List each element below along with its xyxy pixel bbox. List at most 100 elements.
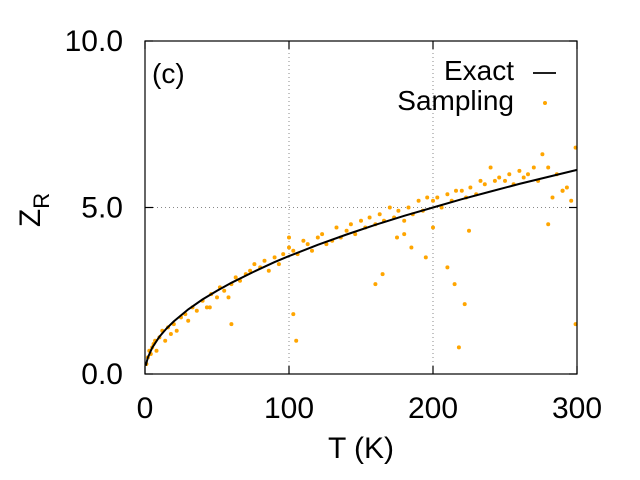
sampling-point bbox=[310, 248, 314, 253]
sampling-point bbox=[396, 208, 401, 213]
sampling-point bbox=[367, 215, 372, 220]
sampling-point bbox=[380, 272, 385, 277]
sampling-point bbox=[222, 288, 227, 293]
sampling-point bbox=[459, 188, 464, 193]
sampling-point bbox=[287, 245, 291, 250]
sampling-point bbox=[163, 338, 168, 343]
sampling-point bbox=[467, 228, 471, 233]
sampling-point bbox=[435, 195, 440, 200]
x-tick-label: 300 bbox=[552, 392, 602, 425]
exact-curve bbox=[144, 168, 578, 366]
sampling-point bbox=[454, 188, 458, 193]
sampling-point bbox=[233, 275, 238, 280]
sampling-point bbox=[305, 242, 310, 247]
sampling-point bbox=[521, 175, 526, 180]
sampling-point bbox=[546, 222, 551, 227]
sampling-scatter-series bbox=[144, 145, 578, 366]
grid-lines bbox=[145, 41, 577, 374]
sampling-point bbox=[540, 152, 545, 157]
sampling-point bbox=[445, 265, 450, 270]
sampling-point bbox=[395, 235, 399, 240]
sampling-point bbox=[154, 348, 159, 353]
sampling-point bbox=[564, 185, 569, 190]
sampling-point bbox=[387, 205, 392, 210]
sampling-point bbox=[334, 225, 339, 230]
sampling-point bbox=[488, 165, 493, 170]
x-tick-label: 100 bbox=[264, 392, 314, 425]
sampling-point bbox=[168, 332, 173, 336]
sampling-point bbox=[291, 312, 296, 317]
sampling-point bbox=[503, 178, 507, 183]
y-axis-label-main: Z bbox=[14, 209, 47, 227]
sampling-point bbox=[531, 165, 536, 170]
sampling-point bbox=[546, 165, 551, 170]
legend-label-exact: Exact bbox=[444, 55, 514, 86]
sampling-point bbox=[569, 198, 574, 203]
sampling-point bbox=[550, 195, 555, 200]
sampling-point bbox=[406, 205, 411, 210]
sampling-point bbox=[344, 228, 349, 233]
sampling-point bbox=[526, 172, 530, 177]
x-tick-label: 0 bbox=[137, 392, 154, 425]
sampling-point bbox=[204, 305, 209, 310]
x-axis-label: T (K) bbox=[328, 432, 394, 465]
sampling-point bbox=[291, 248, 296, 253]
sampling-point bbox=[315, 235, 320, 240]
sampling-point bbox=[468, 185, 473, 190]
sampling-point bbox=[402, 232, 407, 237]
sampling-point bbox=[281, 252, 286, 257]
y-tick-label: 5.0 bbox=[81, 192, 123, 225]
sampling-point bbox=[431, 198, 435, 203]
plot-frame bbox=[144, 40, 578, 375]
sampling-point bbox=[252, 262, 257, 267]
sampling-point bbox=[353, 232, 358, 237]
sampling-point bbox=[276, 262, 281, 267]
legend-swatch-sampling bbox=[543, 101, 547, 105]
sampling-point bbox=[359, 218, 363, 223]
sampling-point bbox=[287, 235, 291, 240]
sampling-point bbox=[402, 218, 407, 223]
sampling-point bbox=[482, 182, 487, 187]
sampling-point bbox=[373, 282, 378, 287]
sampling-point bbox=[478, 178, 483, 183]
y-tick-label: 0.0 bbox=[81, 358, 123, 391]
sampling-point bbox=[301, 238, 306, 243]
sampling-point bbox=[272, 255, 277, 260]
sampling-point bbox=[431, 225, 435, 230]
panel-label: (c) bbox=[152, 58, 185, 89]
sampling-point bbox=[409, 245, 414, 250]
sampling-point bbox=[174, 328, 179, 333]
sampling-point bbox=[439, 205, 444, 210]
y-axis-label-subscript: R bbox=[29, 193, 54, 209]
sampling-point bbox=[423, 255, 428, 260]
sampling-point bbox=[497, 175, 502, 180]
sampling-point bbox=[507, 172, 512, 177]
y-tick-label: 10.0 bbox=[65, 25, 123, 58]
sampling-point bbox=[492, 178, 497, 183]
sampling-point bbox=[207, 305, 212, 310]
legend: Exact Sampling bbox=[397, 55, 556, 116]
sampling-point bbox=[294, 338, 299, 343]
svg-text:ZR: ZR bbox=[14, 193, 54, 227]
sampling-point bbox=[320, 232, 325, 237]
series-layer bbox=[144, 145, 578, 366]
sampling-point bbox=[377, 212, 382, 217]
sampling-point bbox=[452, 282, 457, 287]
sampling-point bbox=[462, 302, 467, 307]
sampling-point bbox=[194, 308, 199, 313]
x-tick-label: 200 bbox=[408, 392, 458, 425]
sampling-point bbox=[229, 322, 234, 327]
sampling-point bbox=[425, 195, 430, 200]
sampling-point bbox=[445, 192, 450, 197]
sampling-point bbox=[266, 268, 271, 273]
tick-labels: 0 100 200 300 0.0 5.0 10.0 bbox=[65, 25, 602, 425]
sampling-point bbox=[560, 188, 565, 193]
sampling-point bbox=[215, 295, 219, 300]
legend-label-sampling: Sampling bbox=[397, 85, 514, 116]
sampling-point bbox=[186, 318, 191, 323]
sampling-point bbox=[517, 168, 522, 173]
sampling-point bbox=[456, 345, 461, 350]
sampling-point bbox=[348, 222, 353, 227]
sampling-point bbox=[416, 198, 421, 203]
